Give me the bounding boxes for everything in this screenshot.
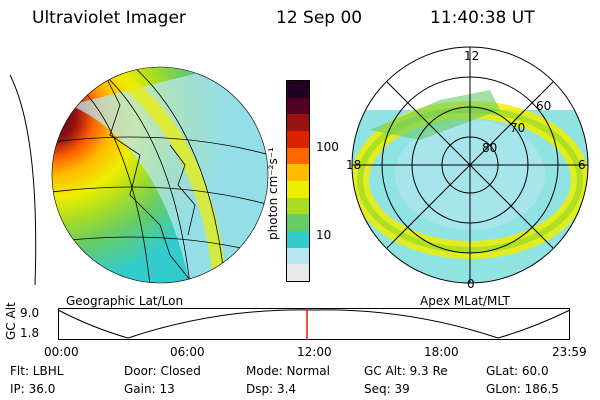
geographic-label: Geographic Lat/Lon <box>66 294 184 308</box>
colorbar-step-10 <box>287 97 309 115</box>
colorbar-step-8 <box>287 130 309 148</box>
timeline-y-bottom: 1.8 <box>20 326 40 340</box>
polar-plot: 12 18 6 0 60 70 80 <box>346 46 589 291</box>
geographic-image <box>9 66 269 286</box>
mlat-80: 80 <box>482 141 497 155</box>
timeline-plot <box>57 308 571 340</box>
instrument-title: Ultraviolet Imager <box>32 8 186 28</box>
date-label: 12 Sep 00 <box>276 8 363 28</box>
mlat-60: 60 <box>536 99 551 113</box>
timeline-axis-label: GC Alt <box>4 302 18 340</box>
timeline-tick-2: 12:00 <box>297 345 332 359</box>
mlat-70: 70 <box>510 121 525 135</box>
colorbar-step-4 <box>287 197 309 215</box>
info-gc-alt: GC Alt: 9.3 Re <box>364 364 448 378</box>
time-label: 11:40:38 UT <box>430 8 535 28</box>
info-ip: IP: 36.0 <box>10 382 56 396</box>
colorbar-tick-100: 100 <box>316 140 339 154</box>
colorbar-step-6 <box>287 164 309 181</box>
mlt-12: 12 <box>464 49 479 63</box>
colorbar-step-3 <box>287 214 309 231</box>
mlt-0: 0 <box>467 277 475 291</box>
timeline-y-top: 9.0 <box>20 306 40 320</box>
info-seq: Seq: 39 <box>364 382 410 396</box>
polar-label: Apex MLat/MLT <box>420 294 510 308</box>
info-door: Door: Closed <box>124 364 201 378</box>
info-dsp: Dsp: 3.4 <box>246 382 297 396</box>
mlt-18: 18 <box>346 158 361 172</box>
colorbar-step-0 <box>287 264 309 281</box>
colorbar-step-7 <box>287 147 309 165</box>
colorbar-step-5 <box>287 180 309 198</box>
timeline-tick-0: 00:00 <box>44 345 79 359</box>
colorbar-step-1 <box>287 247 309 265</box>
colorbar <box>286 80 310 282</box>
info-mode: Mode: Normal <box>246 364 330 378</box>
info-glon: GLon: 186.5 <box>486 382 559 396</box>
timeline-tick-4: 23:59 <box>552 345 587 359</box>
colorbar-step-9 <box>287 114 309 131</box>
colorbar-unit-label: photon cm⁻²s⁻¹ <box>266 147 280 240</box>
colorbar-tick-10: 10 <box>316 228 332 242</box>
mlt-6: 6 <box>578 158 586 172</box>
timeline-tick-1: 06:00 <box>170 345 205 359</box>
info-gain: Gain: 13 <box>124 382 175 396</box>
info-glat: GLat: 60.0 <box>486 364 549 378</box>
timeline-tick-3: 18:00 <box>424 345 459 359</box>
colorbar-step-11 <box>287 80 309 98</box>
info-flt: Flt: LBHL <box>10 364 64 378</box>
colorbar-step-2 <box>287 230 309 248</box>
